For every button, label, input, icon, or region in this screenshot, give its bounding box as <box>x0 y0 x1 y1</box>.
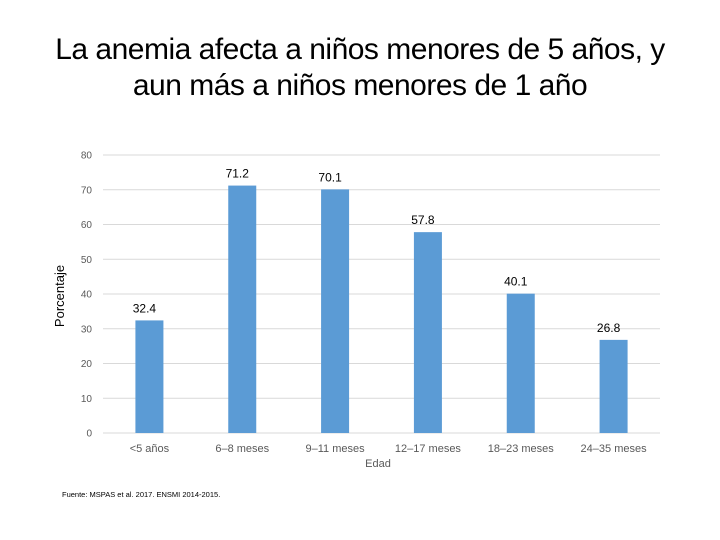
y-tick-label: 0 <box>86 429 92 440</box>
x-axis-ticks: <5 años 6–8 meses 9–11 meses 12–17 meses 18–… <box>130 443 647 455</box>
gridlines <box>103 154 660 434</box>
data-labels: 32.4 71.2 70.1 57.8 40.1 26.8 <box>133 167 621 335</box>
data-label: 26.8 <box>597 321 621 335</box>
bar <box>228 185 257 433</box>
x-tick-label: <5 años <box>130 443 170 455</box>
bar <box>413 232 442 433</box>
chart-title-line-1: La anemia afecta a niños menores de 5 añ… <box>55 33 665 66</box>
bar <box>506 293 535 433</box>
bar <box>321 189 350 433</box>
y-tick-label: 70 <box>81 185 93 196</box>
bar <box>599 339 628 433</box>
y-tick-label: 60 <box>81 220 93 231</box>
data-label: 70.1 <box>318 170 342 184</box>
data-label: 40.1 <box>504 275 528 289</box>
y-tick-label: 50 <box>81 255 93 266</box>
chart-title: La anemia afecta a niños menores de 5 añ… <box>20 32 700 104</box>
x-tick-label: 6–8 meses <box>215 443 269 455</box>
bars <box>135 185 628 433</box>
y-axis-ticks: 0 10 20 30 40 50 60 70 80 <box>81 151 93 440</box>
y-tick-label: 20 <box>81 359 93 370</box>
x-tick-label: 12–17 meses <box>395 443 462 455</box>
bar <box>135 320 164 433</box>
data-label: 32.4 <box>133 301 157 315</box>
y-axis-title: Porcentaje <box>52 265 67 327</box>
x-tick-label: 9–11 meses <box>306 443 366 455</box>
x-axis-title: Edad <box>365 458 391 470</box>
x-tick-label: 18–23 meses <box>488 443 555 455</box>
data-label: 57.8 <box>411 213 435 227</box>
y-tick-label: 40 <box>81 290 93 301</box>
data-label: 71.2 <box>226 167 250 181</box>
y-tick-label: 10 <box>81 394 93 405</box>
x-tick-label: 24–35 meses <box>581 443 648 455</box>
y-tick-label: 80 <box>81 151 93 162</box>
source-note: Fuente: MSPAS et al. 2017. ENSMI 2014-20… <box>62 490 221 499</box>
chart-title-line-2: aun más a niños menores de 1 año <box>132 69 588 102</box>
y-tick-label: 30 <box>81 324 93 335</box>
